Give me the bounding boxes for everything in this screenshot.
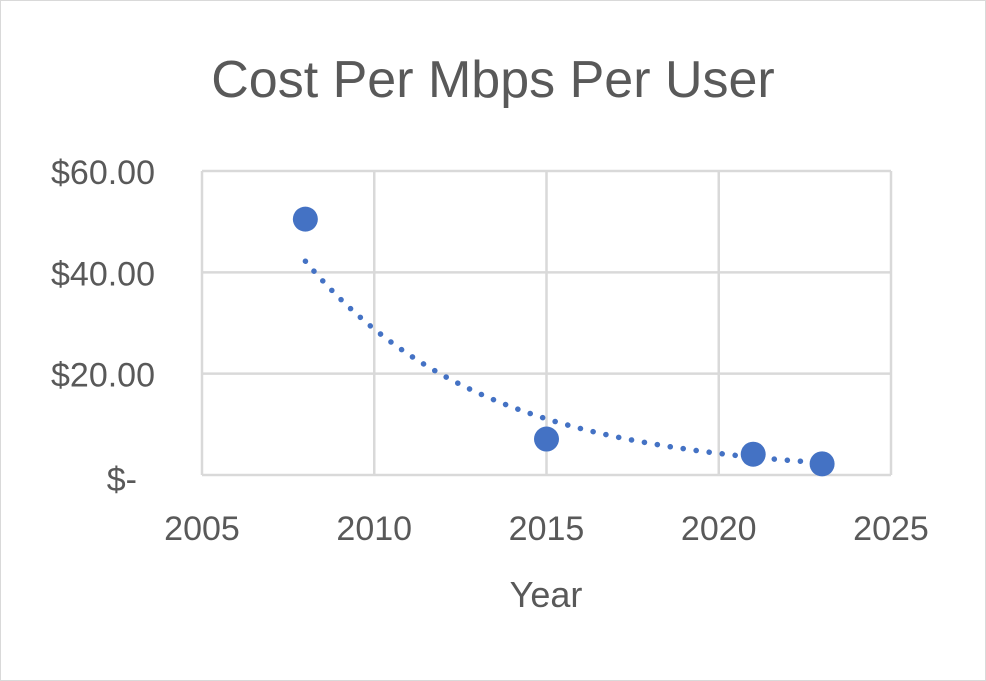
x-tick-label: 2020 <box>681 510 757 548</box>
chart-title: Cost Per Mbps Per User <box>211 51 775 109</box>
data-point <box>534 426 559 452</box>
y-tick-label: $60.00 <box>51 154 155 192</box>
data-point <box>292 206 318 232</box>
x-tick-label: 2010 <box>336 510 412 548</box>
data-point <box>740 441 766 467</box>
x-axis-tick-labels: 2005 2010 2015 2020 2025 <box>164 510 929 548</box>
x-tick-label: 2005 <box>164 510 240 548</box>
exponential-trendline <box>302 258 825 466</box>
data-points <box>292 206 835 477</box>
x-tick-label: 2025 <box>853 510 929 548</box>
data-point <box>809 451 835 477</box>
gridlines <box>200 169 893 477</box>
x-tick-label: 2015 <box>509 510 585 548</box>
x-axis-title: Year <box>510 574 583 615</box>
y-tick-label: $40.00 <box>51 255 155 293</box>
y-tick-label: $- <box>107 461 137 499</box>
y-tick-label: $20.00 <box>51 357 155 395</box>
y-axis-tick-labels: $- $20.00 $40.00 $60.00 <box>51 154 155 499</box>
trendline <box>302 258 825 466</box>
